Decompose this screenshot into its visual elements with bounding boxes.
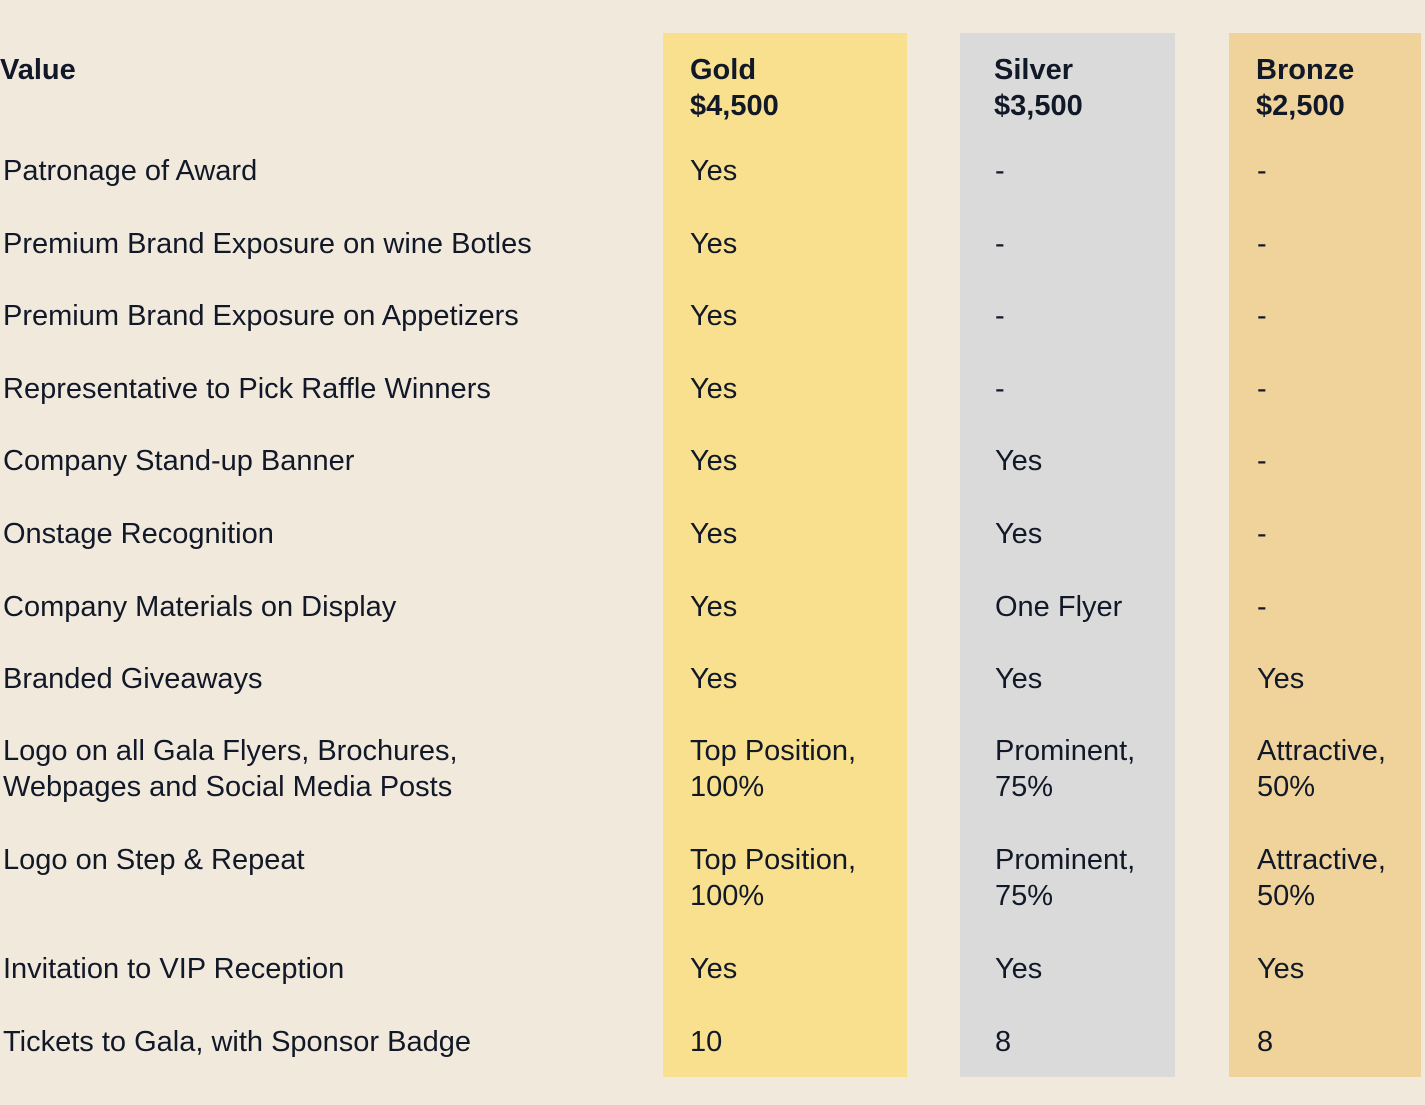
bronze-cell: - (1257, 300, 1267, 332)
bronze-cell: Yes (1257, 663, 1305, 695)
gold-cell: 10 (690, 1026, 723, 1058)
silver-cell: - (995, 300, 1005, 332)
feature-label: Logo on Step & Repeat (3, 844, 305, 876)
feature-label: Company Stand-up Banner (3, 445, 355, 477)
bronze-cell-line: Attractive, (1257, 735, 1386, 767)
feature-label: Branded Giveaways (3, 663, 263, 695)
feature-label: Premium Brand Exposure on wine Botles (3, 228, 532, 260)
silver-cell: - (995, 228, 1005, 260)
silver-cell: Yes (995, 953, 1043, 985)
silver-cell: - (995, 373, 1005, 405)
feature-label: Patronage of Award (3, 155, 258, 187)
gold-cell-line: Top Position, (690, 844, 857, 876)
gold-cell: Yes (690, 953, 738, 985)
silver-cell: One Flyer (995, 591, 1123, 623)
gold-cell: Yes (690, 518, 738, 550)
gold-cell: Yes (690, 228, 738, 260)
gold-tier-header: Gold $4,500 (690, 52, 779, 124)
silver-cell: Yes (995, 445, 1043, 477)
gold-cell-line: 100% (690, 880, 765, 912)
feature-label: Invitation to VIP Reception (3, 953, 345, 985)
bronze-cell: - (1257, 445, 1267, 477)
silver-cell-line: 75% (995, 880, 1054, 912)
silver-tier-price: $3,500 (994, 90, 1083, 122)
bronze-cell-line: 50% (1257, 880, 1316, 912)
feature-label: Premium Brand Exposure on Appetizers (3, 300, 519, 332)
bronze-cell: - (1257, 518, 1267, 550)
silver-cell: - (995, 155, 1005, 187)
silver-cell: 8 (995, 1026, 1012, 1058)
feature-label: Onstage Recognition (3, 518, 274, 550)
silver-cell: Prominent, 75% (995, 842, 1135, 914)
gold-cell: Yes (690, 445, 738, 477)
bronze-cell: 8 (1257, 1026, 1274, 1058)
gold-cell: Top Position, 100% (690, 733, 856, 805)
bronze-cell: - (1257, 228, 1267, 260)
gold-cell-line: 100% (690, 771, 765, 803)
feature-label: Tickets to Gala, with Sponsor Badge (3, 1026, 471, 1058)
bronze-cell-line: Attractive, (1257, 844, 1386, 876)
bronze-cell: Attractive, 50% (1257, 842, 1386, 914)
gold-cell: Yes (690, 155, 738, 187)
bronze-tier-header: Bronze $2,500 (1256, 52, 1354, 124)
bronze-cell: - (1257, 373, 1267, 405)
bronze-column-background (1229, 33, 1421, 1077)
feature-label-line: Webpages and Social Media Posts (3, 771, 453, 803)
gold-column-background (663, 33, 907, 1077)
gold-cell: Yes (690, 663, 738, 695)
bronze-cell-line: 50% (1257, 771, 1316, 803)
silver-cell: Yes (995, 663, 1043, 695)
silver-tier-header: Silver $3,500 (994, 52, 1083, 124)
silver-column-background (960, 33, 1175, 1077)
gold-tier-price: $4,500 (690, 90, 779, 122)
bronze-tier-price: $2,500 (1256, 90, 1345, 122)
value-column-header: Value (0, 54, 76, 86)
silver-tier-name: Silver (994, 54, 1073, 86)
feature-label: Representative to Pick Raffle Winners (3, 373, 491, 405)
feature-label-line: Logo on all Gala Flyers, Brochures, (3, 735, 458, 767)
feature-label: Logo on all Gala Flyers, Brochures, Webp… (3, 733, 458, 805)
bronze-cell: - (1257, 155, 1267, 187)
silver-cell-line: 75% (995, 771, 1054, 803)
gold-cell-line: Top Position, (690, 735, 857, 767)
bronze-cell: Yes (1257, 953, 1305, 985)
gold-cell: Yes (690, 373, 738, 405)
bronze-cell: - (1257, 591, 1267, 623)
silver-cell: Prominent, 75% (995, 733, 1135, 805)
silver-cell-line: Prominent, (995, 844, 1136, 876)
bronze-tier-name: Bronze (1256, 54, 1355, 86)
silver-cell: Yes (995, 518, 1043, 550)
gold-tier-name: Gold (690, 54, 757, 86)
bronze-cell: Attractive, 50% (1257, 733, 1386, 805)
silver-cell-line: Prominent, (995, 735, 1136, 767)
gold-cell: Yes (690, 300, 738, 332)
gold-cell: Top Position, 100% (690, 842, 856, 914)
feature-label: Company Materials on Display (3, 591, 397, 623)
gold-cell: Yes (690, 591, 738, 623)
